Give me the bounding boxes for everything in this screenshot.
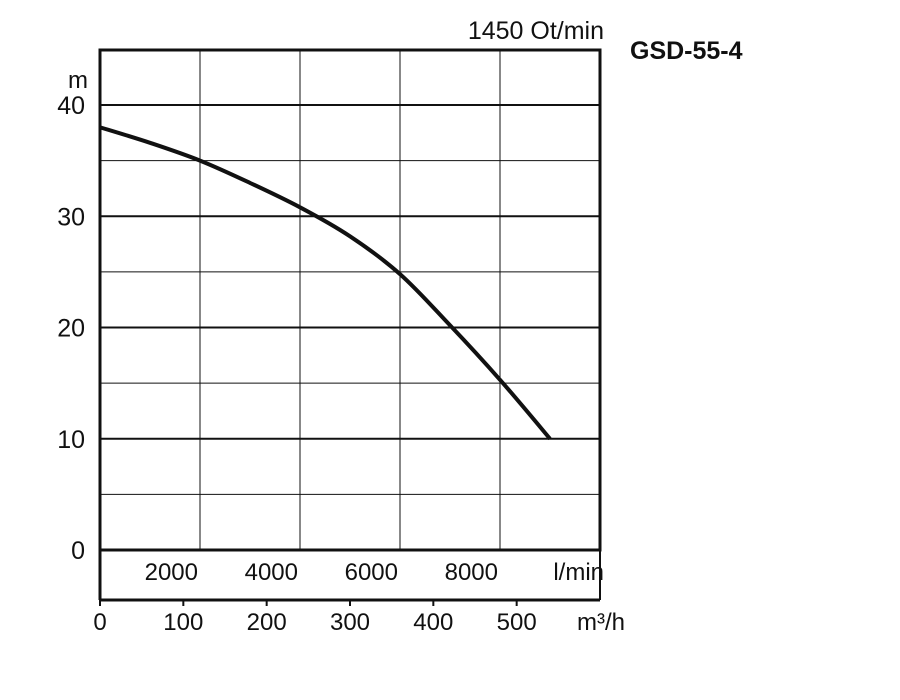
labels-group: m 1450 Ot/min GSD-55-4 l/min m³/h 0 10 20 3… <box>57 17 742 636</box>
secondary-x-tick-label: 500 <box>497 609 537 636</box>
y-tick-label: 0 <box>71 537 85 565</box>
x-secondary-axis-label: m³/h <box>577 609 625 636</box>
x-tick-label: 8000 <box>445 559 498 586</box>
secondary-x-tick-label: 300 <box>330 609 370 636</box>
x-tick-label: 2000 <box>145 559 198 586</box>
plot-frame <box>98 48 602 606</box>
y-tick-label: 10 <box>57 426 85 454</box>
secondary-x-tick-label: 0 <box>93 609 106 636</box>
y-tick-label: 20 <box>57 315 85 343</box>
x-tick-label: 6000 <box>345 559 398 586</box>
plot-border <box>98 48 602 552</box>
head-curve-line <box>99 125 552 441</box>
y-tick-label: 30 <box>57 203 85 231</box>
y-axis-label: m <box>68 67 88 94</box>
secondary-x-tick-label: 200 <box>247 609 287 636</box>
y-tick-label: 40 <box>57 92 85 120</box>
chart-title: GSD-55-4 <box>630 37 743 65</box>
x-tick-label: 4000 <box>245 559 298 586</box>
secondary-x-tick-label: 400 <box>413 609 453 636</box>
series-group <box>99 125 552 441</box>
secondary-x-tick-label: 100 <box>163 609 203 636</box>
plot-grid <box>100 50 600 550</box>
x-axis-label: l/min <box>553 559 604 586</box>
chart-subtitle: 1450 Ot/min <box>468 17 604 45</box>
